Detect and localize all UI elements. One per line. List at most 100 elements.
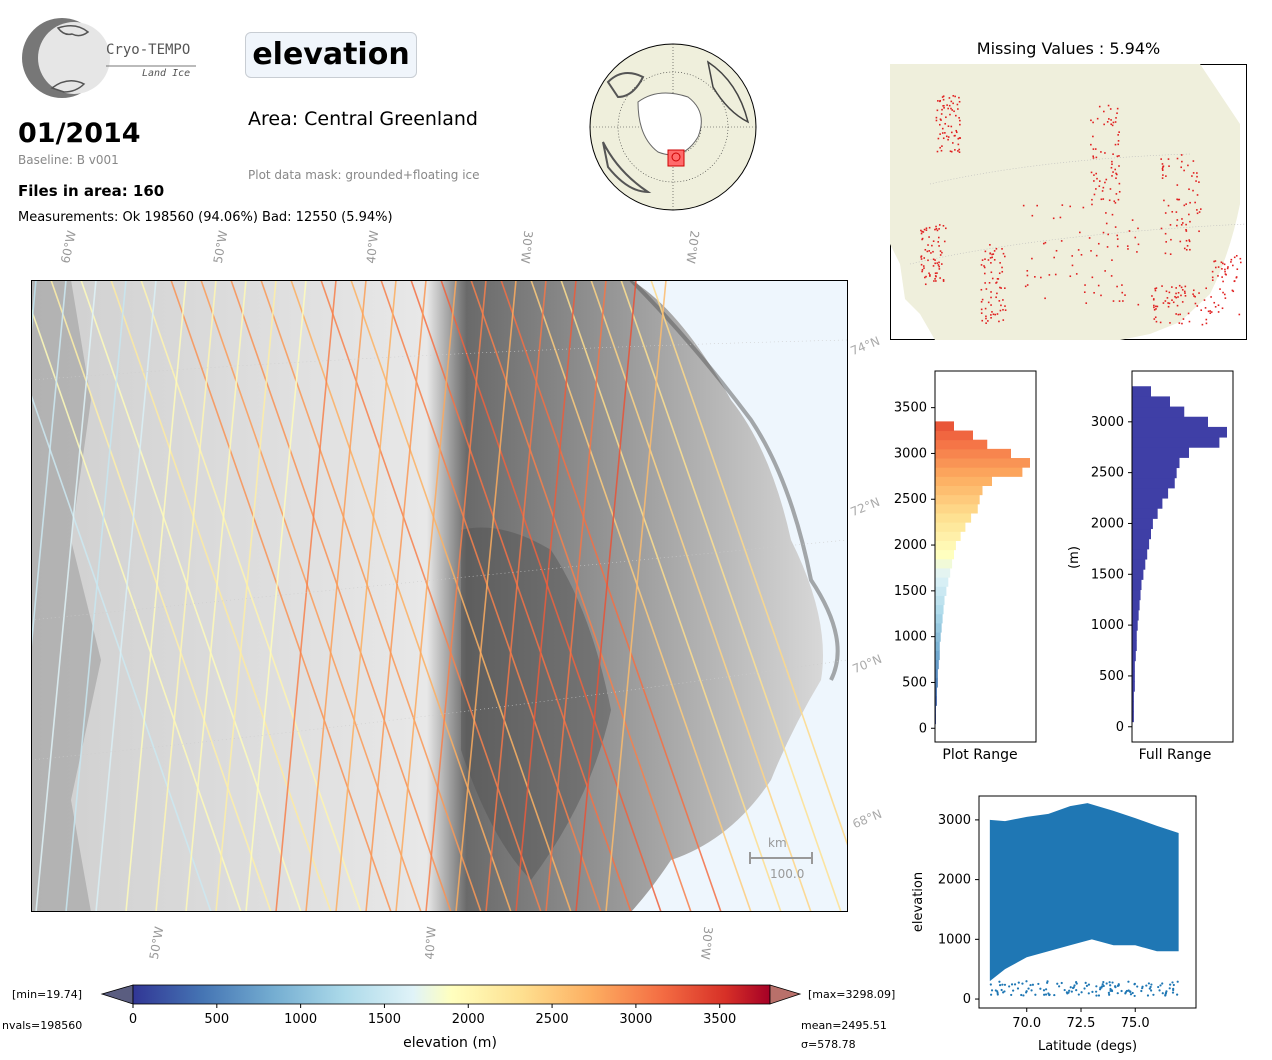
missing-point (985, 288, 988, 290)
missing-point (1097, 242, 1100, 245)
missing-point (935, 228, 938, 230)
missing-point (980, 300, 983, 303)
histogram-bar (935, 613, 943, 624)
missing-point (1107, 104, 1110, 107)
lon-label: 40°W (422, 925, 439, 961)
histogram-bar (935, 696, 937, 706)
missing-point (1100, 198, 1103, 201)
missing-point (1164, 212, 1167, 214)
missing-point (1152, 298, 1155, 301)
missing-point (995, 247, 998, 250)
missing-point (1044, 241, 1047, 244)
missing-point (959, 123, 961, 126)
missing-point (1181, 322, 1183, 325)
missing-point (1154, 316, 1157, 319)
histogram-bar (935, 567, 951, 578)
scatter-point (1152, 993, 1155, 996)
missing-point (1183, 247, 1186, 250)
missing-point (937, 241, 940, 243)
missing-point (1116, 234, 1119, 237)
missing-point (958, 100, 961, 103)
missing-point (936, 229, 939, 232)
missing-point (942, 224, 945, 227)
missing-point (1238, 313, 1241, 316)
track-line (395, 280, 457, 912)
histogram-bar (1132, 711, 1134, 723)
scatter-point (1053, 993, 1056, 997)
missing-point (1092, 121, 1094, 124)
missing-point (952, 95, 955, 97)
missing-point (1112, 153, 1114, 155)
missing-point (1181, 289, 1184, 291)
missing-point (950, 125, 953, 128)
track-line (335, 280, 397, 912)
missing-point (942, 98, 945, 101)
missing-point (934, 272, 937, 275)
colorbar-min-label: [min=19.74] (12, 988, 83, 1001)
scatter-point (1116, 992, 1119, 995)
missing-point (1204, 307, 1207, 309)
missing-point (989, 257, 992, 259)
missing-point (981, 259, 984, 261)
missing-point (922, 265, 925, 267)
missing-point (1192, 172, 1195, 174)
missing-point (992, 253, 995, 255)
missing-point (946, 104, 948, 106)
missing-point (1161, 163, 1164, 165)
missing-point (1118, 131, 1120, 133)
track-line (575, 280, 637, 912)
scatter-point (1095, 985, 1098, 988)
missing-point (940, 263, 943, 265)
missing-point (993, 250, 996, 252)
missing-point (1200, 309, 1203, 311)
missing-point (1113, 200, 1116, 203)
missing-point (939, 133, 941, 135)
missing-point (1091, 198, 1093, 201)
track-line (350, 280, 572, 912)
missing-point (1176, 219, 1179, 221)
missing-point (932, 250, 934, 253)
missing-point (954, 149, 956, 151)
missing-point (925, 275, 927, 278)
missing-point (1165, 241, 1167, 243)
missing-point (1002, 319, 1005, 321)
mean-label: mean=2495.51 (801, 1019, 887, 1032)
missing-point (948, 97, 951, 99)
missing-point (1174, 295, 1176, 298)
missing-point (1094, 148, 1097, 150)
track-line (185, 280, 247, 912)
scatter-point (1113, 985, 1117, 988)
scatter-point (1043, 993, 1046, 996)
missing-point (942, 280, 945, 282)
missing-point (1118, 182, 1121, 185)
track-line (140, 280, 362, 912)
missing-point (1031, 214, 1034, 217)
histogram-tick-label: 0 (919, 721, 927, 736)
track-line (485, 280, 547, 912)
missing-point (927, 259, 929, 262)
missing-point (1235, 254, 1238, 257)
missing-point (1153, 309, 1156, 311)
track-line (170, 280, 392, 912)
missing-point (983, 265, 985, 267)
histogram-bar (935, 531, 961, 541)
missing-point (939, 254, 942, 256)
scatter-point (1108, 981, 1111, 984)
missing-point (953, 110, 955, 113)
missing-point (1069, 205, 1072, 208)
missing-point (996, 278, 999, 280)
missing-point (936, 272, 938, 274)
missing-point (1230, 261, 1232, 263)
missing-point (1235, 276, 1238, 278)
missing-point (1180, 286, 1183, 289)
missing-point (958, 117, 960, 119)
missing-point (998, 300, 1001, 302)
missing-point (1231, 289, 1234, 292)
missing-point (1162, 166, 1164, 168)
missing-point (1116, 155, 1119, 158)
scatter-point (1001, 983, 1004, 986)
missing-point (1090, 250, 1092, 252)
missing-point (1121, 284, 1123, 286)
scatter-point (1044, 993, 1048, 996)
missing-point (1106, 246, 1109, 248)
